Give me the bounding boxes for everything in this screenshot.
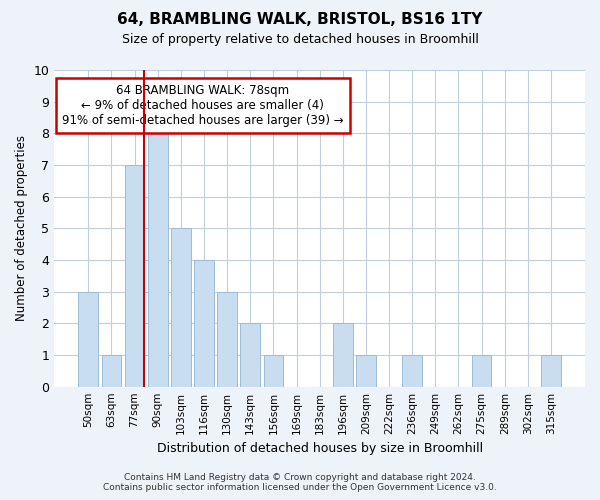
X-axis label: Distribution of detached houses by size in Broomhill: Distribution of detached houses by size … [157, 442, 483, 455]
Bar [241, 324, 260, 386]
Bar [333, 324, 353, 386]
Bar [541, 355, 561, 386]
Bar [263, 355, 283, 386]
Text: Contains HM Land Registry data © Crown copyright and database right 2024.
Contai: Contains HM Land Registry data © Crown c… [103, 473, 497, 492]
Bar [217, 292, 237, 386]
Text: Size of property relative to detached houses in Broomhill: Size of property relative to detached ho… [122, 32, 478, 46]
Text: 64 BRAMBLING WALK: 78sqm
← 9% of detached houses are smaller (4)
91% of semi-det: 64 BRAMBLING WALK: 78sqm ← 9% of detache… [62, 84, 344, 128]
Bar [171, 228, 191, 386]
Bar [79, 292, 98, 386]
Text: 64, BRAMBLING WALK, BRISTOL, BS16 1TY: 64, BRAMBLING WALK, BRISTOL, BS16 1TY [118, 12, 482, 28]
Bar [148, 134, 167, 386]
Bar [356, 355, 376, 386]
Bar [194, 260, 214, 386]
Bar [472, 355, 491, 386]
Y-axis label: Number of detached properties: Number of detached properties [15, 136, 28, 322]
Bar [125, 165, 145, 386]
Bar [101, 355, 121, 386]
Bar [403, 355, 422, 386]
